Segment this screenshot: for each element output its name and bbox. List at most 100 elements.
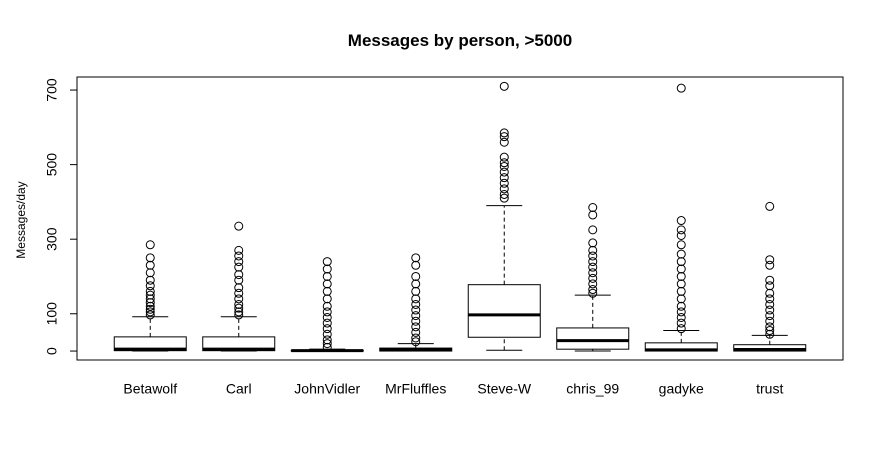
outlier <box>234 257 244 267</box>
outlier <box>234 288 244 298</box>
outlier <box>145 301 155 311</box>
outlier <box>411 279 421 289</box>
outlier <box>499 184 509 194</box>
outlier <box>588 203 598 213</box>
outlier <box>588 262 598 272</box>
x-tick-label: chris_99 <box>566 381 619 397</box>
outlier <box>588 210 598 220</box>
outlier <box>411 253 421 263</box>
outlier <box>411 260 421 270</box>
outlier <box>588 279 598 289</box>
outlier <box>676 240 686 250</box>
outlier <box>499 137 509 147</box>
x-tick-label: Carl <box>226 381 252 397</box>
outlier <box>588 257 598 267</box>
outlier <box>676 264 686 274</box>
outlier <box>322 335 332 345</box>
outlier <box>411 333 421 343</box>
outlier <box>765 326 775 336</box>
x-tick-label: MrFluffles <box>385 381 446 397</box>
outlier <box>676 324 686 334</box>
outlier <box>411 316 421 326</box>
x-tick-label: JohnVidler <box>294 381 360 397</box>
outlier <box>765 288 775 298</box>
outlier <box>234 283 244 293</box>
outlier <box>322 318 332 328</box>
outlier <box>676 249 686 259</box>
outlier <box>676 257 686 267</box>
outlier <box>676 225 686 235</box>
outlier <box>676 230 686 240</box>
outlier <box>588 268 598 278</box>
outlier <box>145 260 155 270</box>
outlier <box>411 337 421 347</box>
outlier <box>765 311 775 321</box>
outlier <box>676 294 686 304</box>
outlier <box>234 307 244 317</box>
outlier <box>588 225 598 235</box>
outlier <box>322 324 332 334</box>
outlier <box>676 301 686 311</box>
outlier <box>145 304 155 314</box>
x-tick-label: Steve-W <box>477 381 531 397</box>
outlier <box>322 294 332 304</box>
outlier <box>145 307 155 317</box>
outlier <box>322 307 332 317</box>
outlier <box>322 257 332 267</box>
outlier <box>499 161 509 171</box>
outlier <box>588 273 598 283</box>
outlier <box>765 201 775 211</box>
outlier <box>588 285 598 295</box>
outlier <box>765 316 775 326</box>
outlier <box>145 286 155 296</box>
outlier <box>234 221 244 231</box>
outlier <box>322 312 332 322</box>
outlier <box>499 132 509 142</box>
outlier <box>145 290 155 300</box>
outlier <box>234 299 244 309</box>
outlier <box>322 279 332 289</box>
outlier <box>234 245 244 255</box>
outlier <box>145 253 155 263</box>
outlier <box>145 281 155 291</box>
chart-title: Messages by person, >5000 <box>348 31 572 50</box>
x-tick-label: Betawolf <box>123 381 177 397</box>
outlier <box>322 301 332 311</box>
outlier <box>411 305 421 315</box>
outlier <box>234 262 244 272</box>
y-tick-label: 300 <box>44 227 60 251</box>
outlier <box>676 318 686 328</box>
outlier <box>322 286 332 296</box>
outlier <box>765 329 775 339</box>
outlier <box>765 322 775 332</box>
outlier <box>411 322 421 332</box>
outlier <box>676 83 686 93</box>
outlier <box>411 294 421 304</box>
outlier <box>322 264 332 274</box>
outlier <box>499 193 509 203</box>
outlier <box>588 238 598 248</box>
plot-frame <box>76 76 844 361</box>
outlier <box>411 299 421 309</box>
outlier <box>145 294 155 304</box>
outlier <box>411 286 421 296</box>
outlier <box>499 189 509 199</box>
y-axis-label: Messages/day <box>14 181 28 258</box>
outlier <box>499 167 509 177</box>
y-tick-label: 100 <box>44 302 60 326</box>
outlier <box>234 303 244 313</box>
outlier <box>499 81 509 91</box>
outlier <box>234 294 244 304</box>
outlier <box>322 271 332 281</box>
y-tick-label: 0 <box>44 347 60 355</box>
outlier <box>411 327 421 337</box>
outlier <box>765 255 775 265</box>
outlier <box>322 342 332 352</box>
outlier <box>499 128 509 138</box>
outlier <box>765 294 775 304</box>
outlier <box>145 298 155 308</box>
outlier <box>499 158 509 168</box>
outlier <box>411 271 421 281</box>
outlier <box>499 173 509 183</box>
